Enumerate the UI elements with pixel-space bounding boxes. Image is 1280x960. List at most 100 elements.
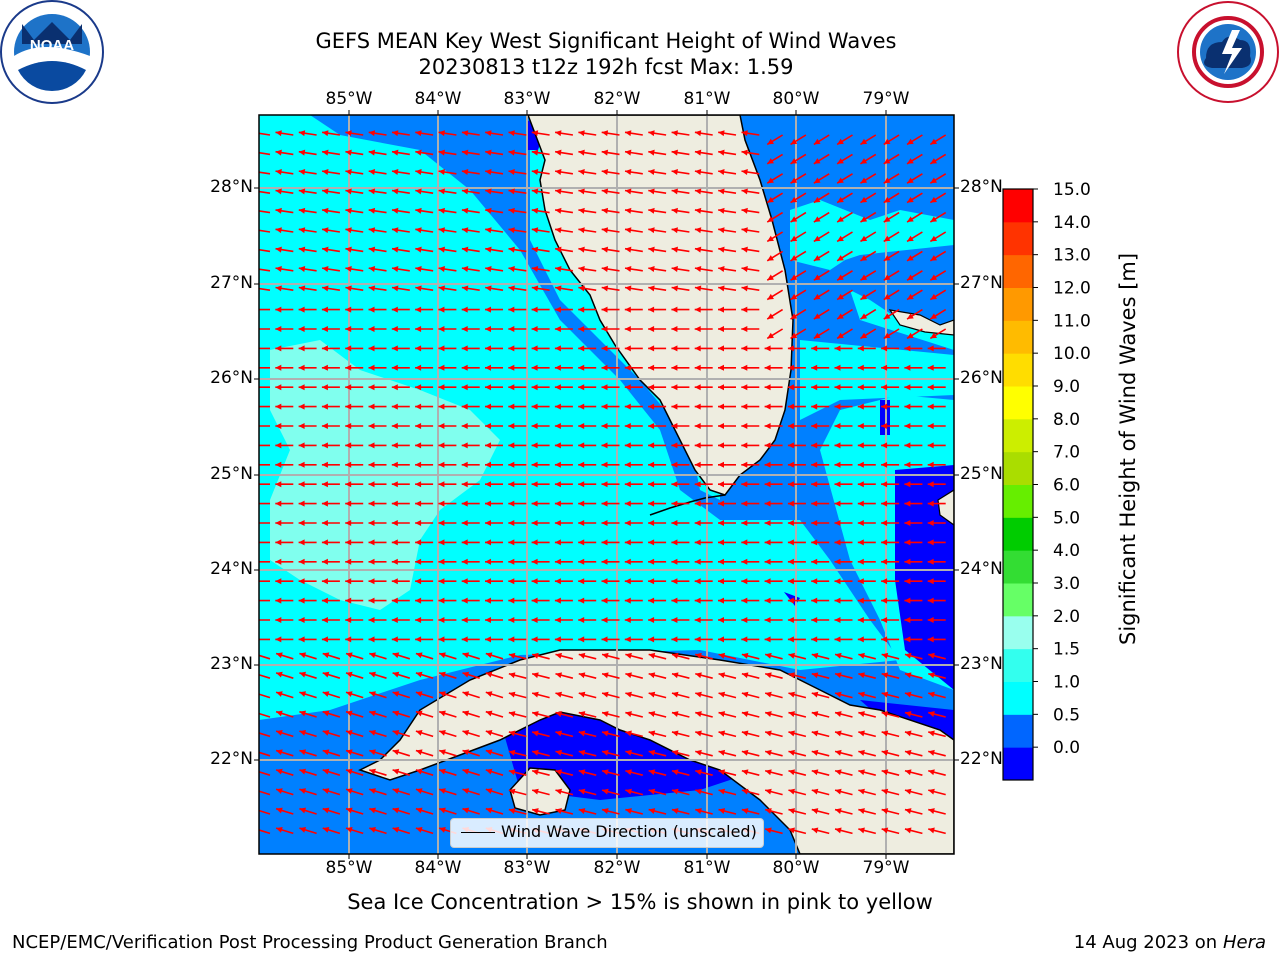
- wind-wave-arrow-head: [765, 711, 772, 717]
- wind-wave-arrow-head: [555, 672, 563, 679]
- wind-wave-arrow-head: [811, 636, 818, 643]
- wind-wave-arrow: [259, 132, 271, 136]
- wind-wave-arrow-head: [718, 558, 724, 565]
- wind-wave-arrow-head: [368, 384, 375, 391]
- wind-wave-arrow-head: [415, 729, 423, 736]
- wind-wave-arrow-head: [813, 293, 821, 300]
- wind-wave-arrow-head: [625, 130, 632, 137]
- wind-wave-arrow-head: [275, 384, 282, 391]
- wind-wave-arrow-head: [485, 578, 491, 585]
- sea-low-atlantic: [784, 400, 954, 690]
- wind-wave-arrow-head: [531, 617, 538, 623]
- wind-wave-arrow-head: [438, 403, 445, 410]
- wind-wave-arrow-head: [392, 749, 400, 756]
- wind-wave-arrow-head: [345, 188, 352, 195]
- wind-wave-arrow-head: [671, 672, 679, 679]
- wind-wave-arrow-head: [578, 711, 586, 717]
- wind-wave-arrow-head: [555, 691, 563, 698]
- wind-wave-arrow-head: [345, 558, 352, 565]
- wind-wave-arrow-head: [718, 652, 726, 659]
- wind-wave-arrow-head: [601, 246, 609, 253]
- wind-wave-arrow-head: [741, 578, 748, 585]
- wind-wave-arrow-head: [438, 227, 445, 234]
- wind-wave-arrow-head: [252, 501, 258, 507]
- wind-wave-arrow-head: [578, 597, 585, 604]
- wind-wave-arrow-head: [625, 711, 632, 717]
- wind-wave-arrow-head: [485, 652, 493, 659]
- wind-wave-arrow-head: [346, 749, 353, 756]
- wind-wave-arrow-head: [741, 520, 748, 526]
- wind-wave-arrow-head: [811, 423, 818, 429]
- wind-wave-arrow-head: [415, 384, 422, 391]
- wind-wave-arrow-head: [694, 384, 701, 391]
- wind-wave-arrow-head: [601, 539, 608, 546]
- wind-wave-arrow-head: [930, 216, 938, 223]
- wind-wave-arrow-head: [788, 730, 796, 737]
- colorbar-segment: [1003, 681, 1033, 715]
- wind-wave-arrow-head: [531, 130, 539, 137]
- wind-wave-arrow-head: [904, 481, 911, 488]
- wind-wave-arrow-head: [787, 364, 794, 371]
- wind-wave-arrow-head: [671, 169, 678, 175]
- wind-wave-arrow-head: [601, 500, 608, 507]
- wind-wave-arrow-head: [811, 691, 819, 698]
- wind-wave-arrow-head: [346, 710, 353, 717]
- lat-label-left: 25°N: [210, 464, 253, 484]
- wind-wave-arrow-head: [837, 235, 844, 242]
- wind-wave-arrow-head: [461, 188, 469, 195]
- wind-wave-arrow-head: [392, 768, 400, 775]
- wind-wave-arrow-head: [439, 749, 446, 756]
- wind-wave-arrow-head: [508, 500, 515, 507]
- wind-wave-arrow-head: [415, 188, 422, 195]
- wind-wave-arrow-head: [554, 461, 561, 468]
- wind-wave-arrow-head: [648, 285, 655, 292]
- colorbar-tick-label: 11.0: [1053, 311, 1091, 331]
- wind-wave-arrow-head: [438, 520, 445, 526]
- wind-wave-arrow-head: [835, 691, 842, 698]
- wind-wave-arrow-head: [648, 730, 656, 737]
- wind-wave-arrow-head: [415, 169, 422, 175]
- colorbar-segment: [1003, 189, 1033, 223]
- wind-wave-arrow-head: [834, 558, 841, 565]
- wind-wave-arrow-head: [554, 578, 561, 585]
- lon-label-top: 83°W: [503, 89, 551, 109]
- wind-wave-arrow-head: [461, 169, 469, 175]
- wind-wave-arrow-head: [438, 442, 445, 449]
- wind-wave-arrow-head: [930, 255, 938, 261]
- wind-wave-arrow-head: [837, 216, 844, 223]
- wind-wave-arrow-head: [322, 807, 330, 814]
- wind-wave-arrow-head: [439, 768, 446, 775]
- wind-wave-arrow-head: [554, 345, 561, 352]
- wind-wave-arrow-head: [860, 255, 868, 261]
- wind-wave-arrow-head: [555, 749, 563, 756]
- wind-wave-arrow-head: [790, 313, 798, 320]
- wind-wave-arrow-head: [485, 807, 493, 814]
- wind-wave-arrow-head: [881, 597, 888, 604]
- wind-wave-arrow-head: [485, 149, 492, 156]
- footer-date-text: 14 Aug 2023 on: [1073, 932, 1218, 953]
- wind-wave-arrow-head: [694, 227, 702, 234]
- wind-wave-arrow-head: [298, 149, 306, 156]
- wind-wave-arrow-head: [811, 578, 818, 585]
- wind-wave-arrow-head: [462, 807, 470, 814]
- wind-wave-arrow-head: [601, 558, 608, 565]
- wind-wave-arrow-head: [531, 636, 538, 643]
- wind-wave-arrow-head: [322, 749, 330, 756]
- wind-wave-arrow-head: [718, 345, 724, 352]
- wind-wave-arrow-head: [252, 266, 258, 272]
- wind-wave-arrow-head: [835, 769, 842, 776]
- wind-wave-arrow-head: [671, 461, 678, 468]
- wind-wave-arrow-head: [554, 442, 561, 449]
- wind-wave-arrow-head: [788, 749, 796, 756]
- wind-wave-arrow-head: [927, 539, 934, 546]
- wind-wave-arrow-head: [578, 769, 586, 776]
- wind-wave-arrow-head: [602, 691, 609, 698]
- wind-wave-arrow-head: [276, 652, 283, 659]
- wind-wave-arrow-head: [578, 808, 586, 814]
- wind-wave-arrow-head: [907, 255, 914, 261]
- wind-wave-arrow-head: [741, 306, 748, 313]
- wind-wave-arrow-head: [322, 207, 329, 214]
- wind-wave-arrow-head: [741, 227, 748, 234]
- wind-wave-arrow-head: [485, 461, 491, 468]
- wind-wave-arrow-head: [532, 672, 539, 679]
